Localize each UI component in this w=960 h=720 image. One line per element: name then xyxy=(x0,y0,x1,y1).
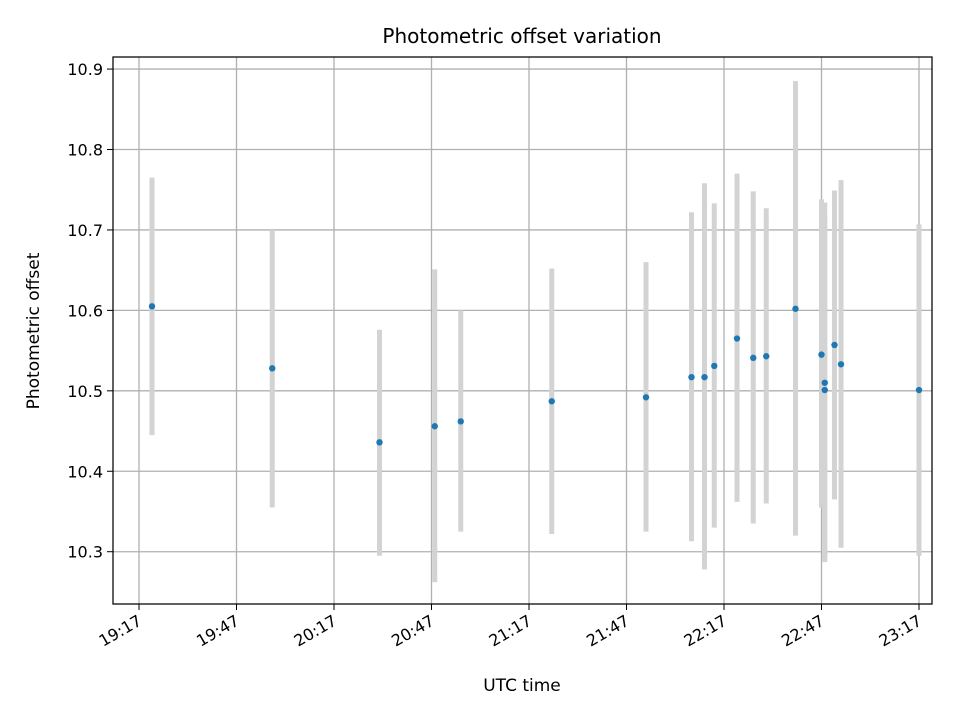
data-point xyxy=(688,373,695,381)
data-point xyxy=(148,303,156,310)
plot-frame xyxy=(112,56,933,605)
y-tick-label: 10.4 xyxy=(67,462,103,481)
data-point xyxy=(733,335,741,342)
data-point xyxy=(642,394,650,401)
data-point xyxy=(701,373,708,381)
data-point xyxy=(457,418,464,425)
y-tick-label: 10.9 xyxy=(67,60,103,79)
data-point xyxy=(821,386,828,394)
data-point xyxy=(711,362,718,370)
data-point xyxy=(548,398,555,405)
data-point xyxy=(269,365,276,372)
data-point xyxy=(792,305,799,312)
chart-title: Photometric offset variation xyxy=(382,24,661,48)
data-point xyxy=(818,351,825,358)
y-tick-label: 10.5 xyxy=(67,382,103,401)
x-axis-label: UTC time xyxy=(483,676,561,696)
data-point xyxy=(750,354,757,362)
y-axis-label: Photometric offset xyxy=(24,252,44,409)
data-point xyxy=(431,423,438,430)
data-point xyxy=(915,386,923,394)
y-tick-label: 10.7 xyxy=(67,221,103,240)
data-points xyxy=(148,303,923,446)
y-tick-label: 10.8 xyxy=(67,141,103,160)
y-tick-label: 10.6 xyxy=(67,301,103,320)
y-axis-ticks: 10.3 10.4 10.5 10.6 10.7 10.8 10.9 xyxy=(67,60,113,562)
y-tick-label: 10.3 xyxy=(67,543,103,562)
data-point xyxy=(837,361,845,368)
data-point xyxy=(763,353,770,360)
data-point xyxy=(821,379,828,386)
data-point xyxy=(376,439,383,446)
data-point xyxy=(831,341,838,349)
